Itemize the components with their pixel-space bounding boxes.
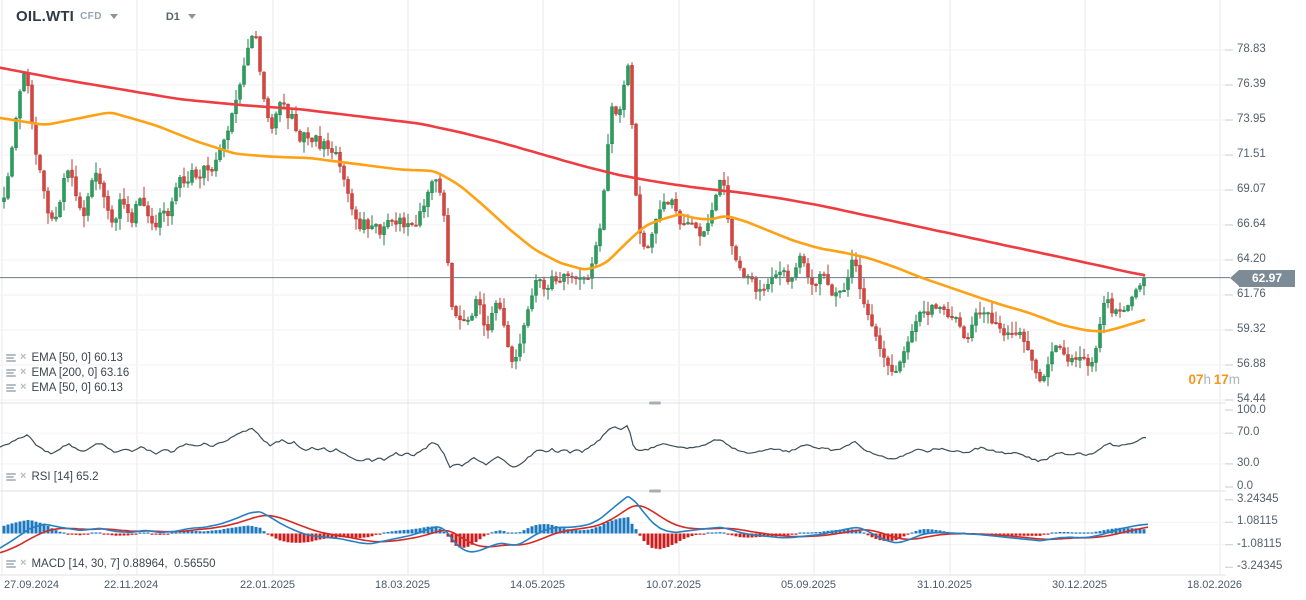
date-axis-label: 27.09.2024 [4,579,60,591]
timeframe-selector[interactable]: D1 [165,10,180,23]
panel-resize-handle[interactable] [649,489,661,493]
indicator-row-rsi: × RSI [14] 65.2 [6,470,99,483]
price-axis-label: 73.95 [1237,113,1266,126]
current-price-badge: 62.97 [1230,270,1295,287]
price-axis-label: 54.44 [1237,393,1266,405]
timer-minutes: 17 [1213,372,1229,387]
price-axis-label: 56.88 [1237,357,1266,370]
date-axis-label: 31.10.2025 [917,579,973,591]
indicator-close-icon[interactable]: × [20,381,27,393]
indicator-close-icon[interactable]: × [20,366,27,378]
macd-axis-label: 3.24345 [1237,492,1279,505]
rsi-line [0,424,1146,469]
macd-main-line [0,496,1149,553]
instrument-symbol: OIL.WTI [16,8,75,25]
date-axis-label: 05.09.2025 [781,579,837,591]
rsi-axis-label: 70.0 [1237,426,1260,439]
date-axis-label: 30.12.2025 [1052,579,1108,591]
indicator-row-ema50: × EMA [50, 0] 60.13 [6,351,123,364]
price-axis-label: 61.76 [1237,287,1266,300]
timer-hours: 07 [1188,372,1204,387]
indicator-label: MACD [14, 30, 7] 0.88964, 0.56550 [31,557,216,570]
indicator-label: EMA [50, 0] 60.13 [31,381,123,394]
price-axis-label: 78.83 [1237,43,1266,55]
chart-header: OIL.WTI CFD D1 [16,8,196,25]
indicator-row-ema200: × EMA [200, 0] 63.16 [6,366,129,379]
indicator-label: EMA [50, 0] 60.13 [31,351,123,364]
indicator-row-macd: × MACD [14, 30, 7] 0.88964, 0.56550 [6,557,216,570]
ema200-line [0,66,1146,277]
price-axis-label: 59.32 [1237,322,1266,335]
date-axis-label: 10.07.2025 [646,579,702,591]
indicator-settings-icon[interactable] [6,559,16,568]
date-axis-label: 18.03.2025 [375,579,431,591]
price-axis-label: 66.64 [1237,217,1266,230]
date-axis-label: 22.01.2025 [240,579,296,591]
indicator-close-icon[interactable]: × [20,470,27,482]
date-axis-label: 22.11.2024 [104,579,159,591]
rsi-axis-label: 100.0 [1237,404,1266,416]
macd-axis-label: -3.24345 [1237,560,1283,573]
axis-ticks [1225,49,1233,568]
macd-signal-line [0,504,1149,554]
indicator-settings-icon[interactable] [6,383,16,392]
indicator-settings-icon[interactable] [6,368,16,377]
indicator-close-icon[interactable]: × [20,351,27,363]
price-axis-label: 76.39 [1237,78,1266,90]
macd-axis-label: -1.08115 [1237,537,1282,550]
rsi-axis-label: 30.0 [1237,456,1260,469]
indicator-settings-icon[interactable] [6,472,16,481]
instrument-dropdown-caret-icon[interactable] [109,14,118,19]
macd-axis-label: 1.08115 [1237,515,1278,528]
price-axis-label: 69.07 [1237,183,1266,196]
grid-lines [0,0,1226,575]
rsi-axis-label: 0.0 [1237,480,1253,492]
indicator-row-ema50-b: × EMA [50, 0] 60.13 [6,381,123,394]
price-axis-label: 71.51 [1237,148,1266,161]
market-type-label: CFD [80,11,102,22]
indicator-label: EMA [200, 0] 63.16 [31,366,130,379]
date-axis-label: 18.02.2026 [1187,579,1243,591]
date-axis-label: 14.05.2025 [510,579,566,591]
panel-resize-handle[interactable] [649,401,661,405]
price-axis-label: 64.20 [1237,252,1266,265]
indicator-label: RSI [14] 65.2 [31,470,99,483]
indicator-settings-icon[interactable] [6,353,16,362]
ema50-line [0,111,1146,333]
candlesticks [2,31,1146,387]
timer-minutes-unit: m [1228,372,1240,387]
indicator-close-icon[interactable]: × [20,557,27,569]
timeframe-dropdown-caret-icon[interactable] [187,14,196,19]
timer-hours-unit: h [1203,372,1212,387]
session-close-timer: 07h 17m [1120,372,1240,387]
